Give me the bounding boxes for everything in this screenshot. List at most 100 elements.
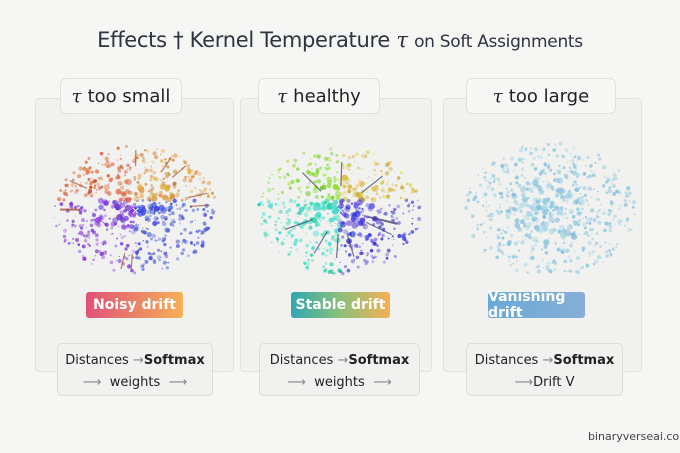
cloud-point xyxy=(107,153,110,156)
cloud-point xyxy=(88,236,91,239)
cloud-point xyxy=(101,163,104,166)
cloud-point xyxy=(311,246,315,251)
cloud-point xyxy=(335,154,338,157)
cloud-point xyxy=(507,259,510,262)
cloud-point xyxy=(574,180,576,183)
cloud-point xyxy=(72,171,76,175)
cloud-point xyxy=(550,187,555,191)
cloud-point xyxy=(556,247,561,252)
cloud-point xyxy=(544,251,549,255)
cloud-point xyxy=(514,218,520,223)
cloud-point xyxy=(624,224,627,227)
cloud-point xyxy=(575,168,578,171)
cloud-point xyxy=(305,232,308,235)
cloud-point xyxy=(134,179,136,181)
cloud-point xyxy=(596,197,601,202)
cloud-point xyxy=(268,215,272,219)
cloud-point xyxy=(569,153,572,155)
cloud-point xyxy=(333,210,339,215)
cloud-point xyxy=(164,197,168,201)
cloud-point xyxy=(489,226,493,230)
cloud-point xyxy=(308,180,311,183)
cloud-point xyxy=(116,237,119,240)
cloud-point xyxy=(411,209,414,211)
cloud-point xyxy=(618,208,621,210)
cloud-point xyxy=(477,174,480,177)
cloud-point xyxy=(549,200,553,205)
cloud-point xyxy=(306,262,310,266)
cloud-point xyxy=(362,155,367,159)
cloud-point xyxy=(161,267,164,270)
cloud-point xyxy=(631,200,637,205)
cloud-point xyxy=(115,260,118,262)
cloud-point xyxy=(393,254,397,258)
cloud-point xyxy=(542,168,546,172)
cloud-point xyxy=(146,232,152,238)
cloud-point xyxy=(201,180,206,185)
cloud-point xyxy=(554,177,560,184)
cloud-point xyxy=(500,250,504,254)
cloud-point xyxy=(551,221,555,224)
cloud-point xyxy=(99,215,103,219)
cloud-point xyxy=(83,234,86,237)
cloud-point xyxy=(524,233,528,237)
cloud-point xyxy=(110,177,114,181)
cloud-point xyxy=(269,214,272,218)
cloud-point xyxy=(331,235,335,239)
cloud-point xyxy=(325,248,329,252)
cloud-point xyxy=(395,216,399,220)
cloud-point xyxy=(531,216,535,220)
cloud-point xyxy=(341,153,346,158)
cloud-point xyxy=(628,195,630,198)
cloud-point xyxy=(314,187,318,190)
cloud-point xyxy=(173,220,176,224)
cloud-point xyxy=(385,182,388,185)
cloud-point xyxy=(595,231,599,235)
cloud-point xyxy=(526,221,532,228)
cloud-point xyxy=(586,203,590,206)
cloud-point xyxy=(557,229,562,234)
cloud-point xyxy=(590,160,592,163)
cloud-point xyxy=(308,174,312,177)
cloud-point xyxy=(164,171,168,176)
cloud-point xyxy=(307,162,311,167)
cloud-point xyxy=(161,208,164,211)
cloud-point xyxy=(540,248,544,251)
cloud-point xyxy=(329,247,334,252)
cloud-point xyxy=(479,183,483,187)
cloud-point xyxy=(281,201,286,206)
cloud-point xyxy=(102,199,109,206)
flow-box-healthy: Distances →Softmax ⟶ weights ⟶ xyxy=(259,343,420,396)
cloud-point xyxy=(134,192,138,196)
cloud-point xyxy=(616,242,619,245)
cloud-point xyxy=(402,242,405,246)
cloud-point xyxy=(75,188,78,192)
cloud-point xyxy=(570,160,572,162)
cloud-point xyxy=(500,232,503,235)
cloud-point xyxy=(590,253,593,255)
cloud-point xyxy=(608,185,612,190)
cloud-point xyxy=(393,238,395,241)
cloud-point xyxy=(515,256,519,260)
cloud-point xyxy=(517,157,523,162)
cloud-point xyxy=(547,180,549,183)
cloud-point xyxy=(114,203,120,209)
cloud-point xyxy=(110,226,114,230)
cloud-point xyxy=(558,164,561,167)
cloud-point xyxy=(290,186,292,189)
cloud-point xyxy=(355,192,362,198)
cloud-point xyxy=(161,221,167,227)
cloud-point xyxy=(305,265,310,270)
cloud-point xyxy=(94,169,100,174)
cloud-point xyxy=(78,224,83,228)
cloud-point xyxy=(561,154,565,159)
cloud-point xyxy=(506,167,510,171)
cloud-point xyxy=(83,209,87,213)
cloud-point xyxy=(488,181,492,185)
cloud-point xyxy=(277,168,281,172)
cloud-point xyxy=(322,265,325,268)
cloud-point xyxy=(106,174,111,178)
cloud-point xyxy=(153,216,159,222)
cloud-point xyxy=(263,233,268,238)
cloud-point xyxy=(150,237,153,241)
